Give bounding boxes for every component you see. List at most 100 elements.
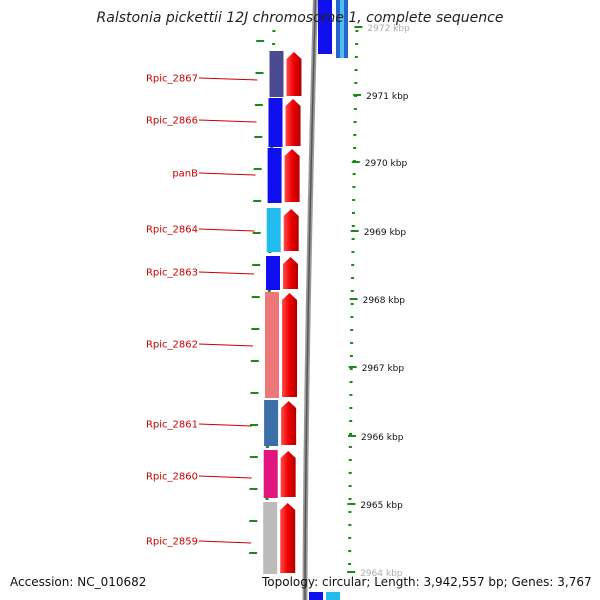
tick-dash-left (254, 104, 263, 106)
gene-label: Rpic_2866 (146, 116, 198, 127)
tick-dot-right (350, 342, 354, 344)
tick-dot-right (353, 108, 357, 110)
tick-dot-right (348, 537, 352, 539)
gene-block (266, 256, 280, 290)
tick-dot-right (351, 264, 355, 266)
tick-dash-left (251, 328, 260, 330)
gene-label: Rpic_2864 (146, 225, 198, 236)
tick-dot-right (349, 368, 353, 370)
tick-dot-left (267, 290, 271, 292)
strand-arrow (285, 99, 301, 146)
tick-major (347, 503, 356, 505)
gene-label-leader (198, 77, 258, 81)
tick-dash-left (250, 392, 259, 394)
kbp-label: 2968 kbp (363, 296, 406, 306)
strand-arrow (283, 257, 299, 289)
strand-arrow (282, 293, 298, 397)
gene-block (268, 98, 283, 147)
kbp-label: 2964 kbp (360, 569, 403, 579)
kbp-label: 2972 kbp (367, 24, 410, 34)
tick-dot-right (348, 498, 352, 500)
strand-arrow (280, 451, 296, 497)
kbp-label: 2965 kbp (360, 501, 403, 511)
gene-label-leader (198, 423, 253, 427)
tick-dot-right (354, 69, 358, 71)
tick-dot-right (352, 173, 356, 175)
tick-dot-right (352, 186, 356, 188)
tick-dash-left (249, 488, 258, 490)
tick-dot-right (348, 524, 352, 526)
gene-label-leader (198, 228, 255, 232)
gene-label: Rpic_2862 (146, 340, 198, 351)
tick-major (353, 94, 362, 96)
tick-dot-right (348, 459, 352, 461)
tick-dot-right (349, 394, 353, 396)
backbone-core (304, 0, 317, 600)
tick-dash-left (256, 40, 265, 42)
tick-dot-right (348, 446, 352, 448)
tick-dot-right (348, 550, 352, 552)
kbp-label: 2969 kbp (364, 228, 407, 238)
strand-arrow (283, 209, 299, 251)
tick-dash-left (250, 424, 259, 426)
tick-dash-left (249, 456, 258, 458)
gene-block (263, 450, 278, 498)
tick-dot-right (354, 82, 358, 84)
tick-dot-right (349, 381, 353, 383)
topology-text: Topology: circular; Length: 3,942,557 bp… (262, 575, 592, 589)
gene-label-leader (198, 475, 252, 479)
tick-dot-right (352, 212, 355, 214)
gene-track (263, 51, 302, 574)
gene-label: Rpic_2863 (146, 268, 198, 279)
gene-block-top-1 (318, 0, 332, 54)
kbp-scale-labels: 2972 kbp 2971 kbp 2970 kbp 2969 kbp 2968 kbp… (360, 24, 410, 579)
tick-major (349, 298, 358, 300)
gene-block (264, 400, 279, 446)
gene-label: Rpic_2861 (146, 420, 198, 431)
tick-dot-right (348, 563, 352, 565)
tick-dash-left (250, 360, 259, 362)
gene-label: Rpic_2859 (146, 537, 198, 548)
gene-block-bottom-1 (309, 592, 323, 600)
tick-dash-left (249, 552, 258, 554)
strand-arrow (280, 503, 296, 573)
tick-dash-left (255, 72, 264, 74)
gene-label-leader (198, 343, 254, 347)
gene-label: Rpic_2867 (146, 74, 198, 85)
tick-dot-right (351, 277, 354, 279)
gene-block (266, 208, 281, 252)
tick-dot-right (355, 30, 359, 32)
tick-major (348, 366, 357, 368)
tick-major (354, 26, 363, 28)
tick-dot-right (355, 43, 359, 45)
tick-dash-left (251, 296, 260, 298)
tick-dot-right (353, 134, 357, 136)
map-title: Ralstonia pickettii 12J chromosome 1, co… (96, 10, 504, 26)
tick-dot-right (349, 420, 353, 422)
tick-dot-right (353, 121, 357, 123)
tick-dot-right (354, 56, 358, 58)
gene-label-leader (198, 540, 252, 544)
tick-dot-right (350, 316, 354, 318)
gene-block (269, 51, 284, 97)
tick-dash-left (254, 136, 263, 138)
tick-dot-left (265, 498, 269, 500)
strand-arrow (281, 401, 297, 445)
tick-dash-left (249, 520, 258, 522)
tick-dash-left (253, 168, 262, 170)
tick-dot-right (351, 225, 355, 227)
strand-arrow (286, 52, 302, 96)
accession-text: Accession: NC_010682 (10, 575, 147, 589)
tick-major (348, 435, 356, 437)
tick-dash-left (252, 264, 261, 266)
gene-label-leader (198, 119, 257, 123)
gene-block-bottom-2 (326, 592, 340, 600)
kbp-label: 2971 kbp (366, 92, 409, 102)
gene-block (265, 292, 279, 398)
tick-dot-right (348, 511, 352, 513)
gene-block (267, 148, 282, 203)
gene-block-top-3 (340, 0, 344, 58)
tick-dot-right (351, 251, 355, 253)
tick-dot-right (349, 355, 353, 357)
